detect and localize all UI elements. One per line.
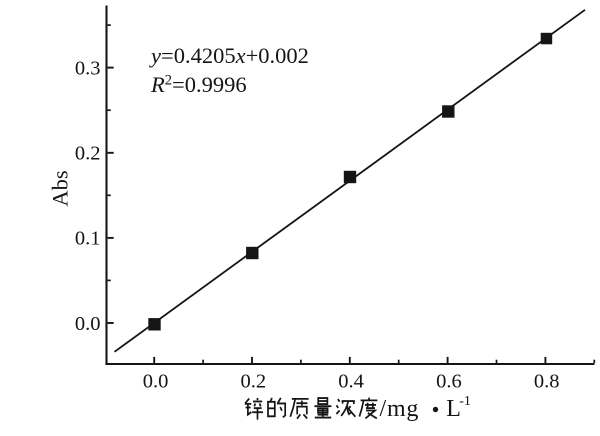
- svg-text:0.4: 0.4: [338, 371, 364, 393]
- svg-text:0.3: 0.3: [75, 57, 101, 79]
- svg-text:R2=0.9996: R2=0.9996: [150, 72, 247, 97]
- svg-text:0.2: 0.2: [240, 371, 266, 393]
- svg-text:0.1: 0.1: [75, 228, 101, 250]
- svg-text:0.8: 0.8: [534, 371, 560, 393]
- svg-text:-1: -1: [459, 394, 471, 409]
- svg-text:0.6: 0.6: [436, 371, 462, 393]
- svg-text:0.0: 0.0: [143, 371, 169, 393]
- svg-text:L: L: [446, 396, 461, 422]
- svg-text:0.0: 0.0: [75, 313, 101, 335]
- svg-text:Abs: Abs: [48, 170, 73, 206]
- svg-text:0.2: 0.2: [75, 143, 101, 165]
- svg-text:y=0.4205x+0.002: y=0.4205x+0.002: [149, 43, 309, 68]
- svg-text:/mg: /mg: [380, 396, 420, 422]
